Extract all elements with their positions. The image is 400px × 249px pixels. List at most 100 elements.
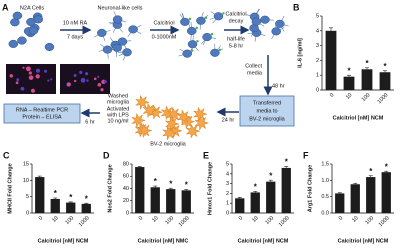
bar — [150, 187, 160, 213]
microglia — [194, 115, 210, 131]
y-tick-label: 1.5 — [321, 161, 329, 167]
x-axis-label: Calcitriol [nM] NCM — [338, 238, 389, 244]
cell — [260, 15, 270, 24]
bar — [50, 198, 60, 213]
x-tick-label: 100 — [164, 215, 175, 226]
cell — [102, 45, 113, 54]
cell — [122, 48, 132, 57]
panel-label: B — [293, 2, 300, 12]
step-label: with LPS — [106, 112, 129, 118]
stain — [28, 75, 34, 80]
x-tick-label: 10 — [251, 215, 260, 224]
microglia — [176, 109, 192, 125]
x-tick-label: 10 — [351, 215, 360, 224]
y-tick-label: 0.5 — [321, 194, 329, 200]
stain — [16, 78, 20, 82]
y-tick-label: 15 — [23, 161, 29, 167]
bar — [281, 167, 291, 213]
bar — [335, 193, 345, 213]
cell — [28, 26, 39, 35]
cell — [17, 36, 27, 45]
y-tick-label: 1 — [226, 201, 229, 207]
x-tick-label: 0 — [329, 92, 335, 98]
step-label: 5-8 hr — [229, 43, 244, 49]
microglia — [185, 123, 201, 139]
stain — [103, 80, 107, 84]
y-tick-label: 5 — [226, 161, 229, 167]
cell — [186, 26, 197, 36]
cell — [271, 27, 281, 36]
stain — [97, 75, 100, 79]
microglia — [164, 116, 180, 132]
bar — [381, 172, 391, 213]
stain — [35, 74, 40, 79]
y-tick-label: 0 — [26, 210, 29, 216]
y-axis-label: MHCII Fold Change — [7, 163, 13, 213]
bar — [35, 177, 45, 213]
microglia — [131, 112, 146, 129]
stain — [73, 79, 77, 83]
step-label: 7 days — [67, 34, 83, 40]
panel-label: C — [3, 150, 10, 160]
step-label: Calcitriol — [225, 11, 246, 17]
y-tick-label: 2 — [316, 58, 319, 64]
y-axis-label: IL-6 [ng/ml] — [297, 38, 303, 68]
step-label: Collect — [245, 63, 262, 69]
stain — [100, 88, 104, 92]
y-tick-label: 5 — [316, 13, 319, 19]
significance: * — [54, 189, 58, 198]
y-tick-label: 4 — [226, 171, 229, 177]
x-axis-label: Calcitriol [nM] NMC — [138, 238, 189, 244]
x-axis-label: Calcitriol [nM] NCM — [38, 238, 89, 244]
bar — [266, 181, 276, 213]
stage-label: N2A Cells — [20, 5, 44, 11]
microglia — [137, 122, 153, 139]
cell — [182, 49, 192, 58]
stain — [47, 79, 50, 82]
bar — [366, 177, 376, 213]
microglia — [166, 106, 182, 123]
bar — [361, 69, 373, 90]
bar — [350, 184, 360, 213]
step-label: Activated — [107, 106, 130, 112]
x-tick-label: 1000 — [378, 215, 391, 228]
bar — [166, 189, 176, 213]
calcitriol — [222, 12, 225, 15]
cell — [187, 40, 198, 49]
panel-label: F — [303, 150, 309, 160]
x-tick-label: 10 — [345, 92, 354, 101]
cell — [251, 17, 262, 26]
y-tick-label: 0.0 — [321, 210, 329, 216]
stain — [93, 77, 97, 81]
panel-label: D — [103, 150, 110, 160]
step-label: decay — [229, 18, 244, 24]
cell — [33, 15, 43, 24]
significance: * — [154, 177, 158, 186]
cell — [12, 11, 23, 20]
stain — [35, 68, 41, 73]
panel-label: A — [2, 2, 9, 12]
y-tick-label: 40 — [123, 186, 129, 192]
stain — [50, 78, 53, 81]
stain — [15, 81, 19, 85]
significance: * — [385, 162, 389, 171]
cell — [275, 19, 285, 28]
x-tick-label: 100 — [264, 215, 275, 226]
step-label: media — [247, 70, 263, 76]
x-tick-label: 1000 — [377, 92, 390, 105]
cell — [112, 43, 122, 52]
stain — [73, 73, 77, 77]
cell — [213, 12, 224, 21]
microglia — [161, 125, 177, 141]
bar — [250, 192, 260, 213]
x-tick-label: 1000 — [78, 215, 91, 228]
stain — [44, 69, 48, 73]
x-tick-label: 0 — [238, 215, 244, 221]
stain — [86, 79, 89, 82]
cell — [97, 28, 107, 37]
calcitriol — [196, 40, 199, 43]
bar — [379, 72, 391, 90]
x-tick-label: 100 — [361, 92, 372, 103]
significance: * — [69, 193, 73, 202]
